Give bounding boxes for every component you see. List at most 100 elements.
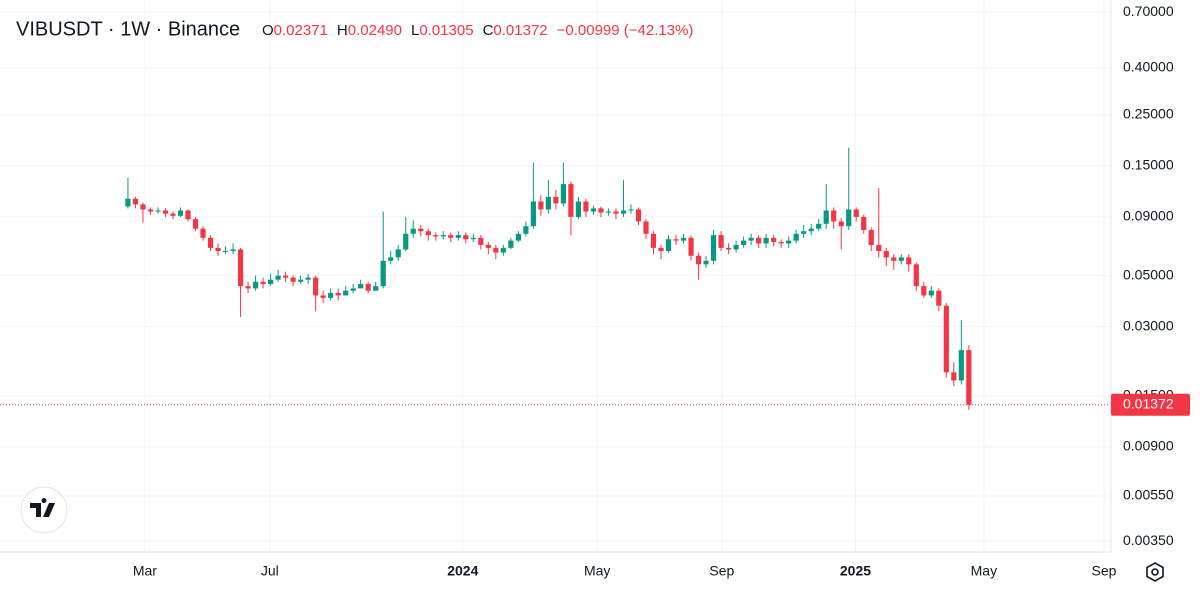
candle-body	[748, 237, 754, 241]
y-tick-label: 0.70000	[1123, 3, 1174, 19]
candle-body	[673, 239, 679, 241]
candle-body	[560, 184, 567, 204]
ohlc-value: 0.02371	[274, 22, 328, 39]
candle-body	[733, 244, 739, 250]
candle-body	[508, 240, 514, 248]
candle-body	[267, 279, 274, 284]
candle-body	[305, 277, 311, 280]
x-tick-label: 2025	[840, 563, 871, 579]
candle-body	[793, 233, 799, 241]
candle-body	[313, 277, 319, 296]
candle-body	[343, 290, 349, 296]
candle-body	[298, 279, 304, 282]
logo-glyph	[30, 497, 55, 517]
candle-body	[290, 277, 296, 282]
axes: 0.70000 0.40000 0.25000 0.15000 0.09000 0.050…	[133, 3, 1190, 579]
ohlc-value: 0.02490	[348, 22, 402, 39]
candle-body	[718, 235, 724, 248]
last-price-label: 0.01372	[1123, 395, 1174, 411]
candle-body	[448, 235, 454, 238]
candle-body	[215, 247, 221, 251]
candle-body	[478, 237, 484, 245]
candle-body	[403, 233, 409, 250]
candle-body	[530, 201, 536, 227]
candle-body	[861, 216, 867, 230]
candle-body	[380, 260, 386, 287]
x-tick-label: 2024	[447, 563, 478, 579]
candle-body	[237, 249, 244, 287]
y-tick-label: 0.00550	[1123, 487, 1174, 503]
candle-body	[500, 247, 506, 253]
candle-body	[177, 210, 184, 216]
logo-circle[interactable]	[20, 486, 68, 534]
candle-body	[883, 250, 889, 258]
candle-body	[440, 235, 446, 237]
candle-body	[358, 283, 364, 289]
grid	[0, 0, 1110, 552]
candle-body	[230, 249, 236, 251]
candle-body	[853, 209, 859, 217]
candle-body	[568, 184, 574, 217]
candle-body	[590, 208, 597, 212]
candle-body	[328, 293, 334, 298]
candle-body	[710, 235, 717, 261]
y-tick-label: 0.09000	[1123, 208, 1174, 224]
candle-body	[635, 209, 642, 222]
ohlc-readout: O0.02371 H0.02490 L0.01305 C0.01372 −0.00999…	[262, 22, 693, 39]
candle-body	[373, 286, 379, 291]
candle-body	[936, 290, 942, 306]
settings-button[interactable]	[1146, 562, 1164, 582]
candle-body	[140, 204, 146, 210]
candle-body	[245, 286, 251, 289]
candle-body	[786, 240, 792, 244]
candle-body	[335, 293, 341, 296]
candle-body	[958, 350, 964, 381]
ohlc-label: C	[483, 22, 494, 39]
candle-body	[147, 209, 154, 212]
x-tick-label: Jul	[261, 563, 279, 579]
candle-body	[868, 229, 874, 245]
x-tick-label: May	[971, 563, 997, 579]
candle-body	[921, 286, 927, 296]
candle-body	[906, 257, 912, 265]
candle-body	[455, 235, 461, 238]
candles	[125, 147, 972, 410]
y-tick-label: 0.15000	[1123, 157, 1174, 173]
candle-body	[951, 372, 957, 381]
x-tick-label: May	[584, 563, 610, 579]
y-tick-label: 0.05000	[1123, 266, 1174, 282]
candle-body	[410, 228, 416, 234]
candle-body	[613, 211, 619, 214]
candle-body	[943, 305, 949, 373]
candle-body	[966, 350, 972, 405]
candle-body	[823, 210, 829, 224]
ohlc-value: 0.01372	[493, 22, 547, 39]
candle-body	[756, 237, 762, 244]
candle-body	[628, 209, 634, 211]
candle-body	[778, 242, 784, 244]
candle-body	[320, 295, 326, 298]
tradingview-logo[interactable]	[20, 486, 68, 534]
candle-body	[425, 231, 431, 236]
ohlc-label: L	[411, 22, 419, 39]
candle-body	[515, 233, 521, 241]
candle-body	[680, 237, 687, 241]
candle-body	[523, 226, 529, 234]
candle-body	[838, 221, 844, 227]
candle-body	[898, 257, 904, 261]
candle-body	[620, 210, 627, 214]
y-tick-label: 0.03000	[1123, 317, 1174, 333]
candle-body	[207, 237, 214, 248]
x-tick-label: Sep	[1092, 563, 1117, 579]
settings-dot	[1151, 568, 1159, 576]
candle-body	[831, 210, 837, 222]
candle-body	[545, 196, 551, 210]
candle-body	[418, 228, 424, 232]
price-axis-panel	[1111, 0, 1200, 599]
ohlc-label: O	[262, 22, 274, 39]
candle-body	[846, 209, 852, 227]
candle-body	[553, 196, 559, 204]
symbol-title: VIBUSDT · 1W · Binance	[16, 18, 240, 40]
